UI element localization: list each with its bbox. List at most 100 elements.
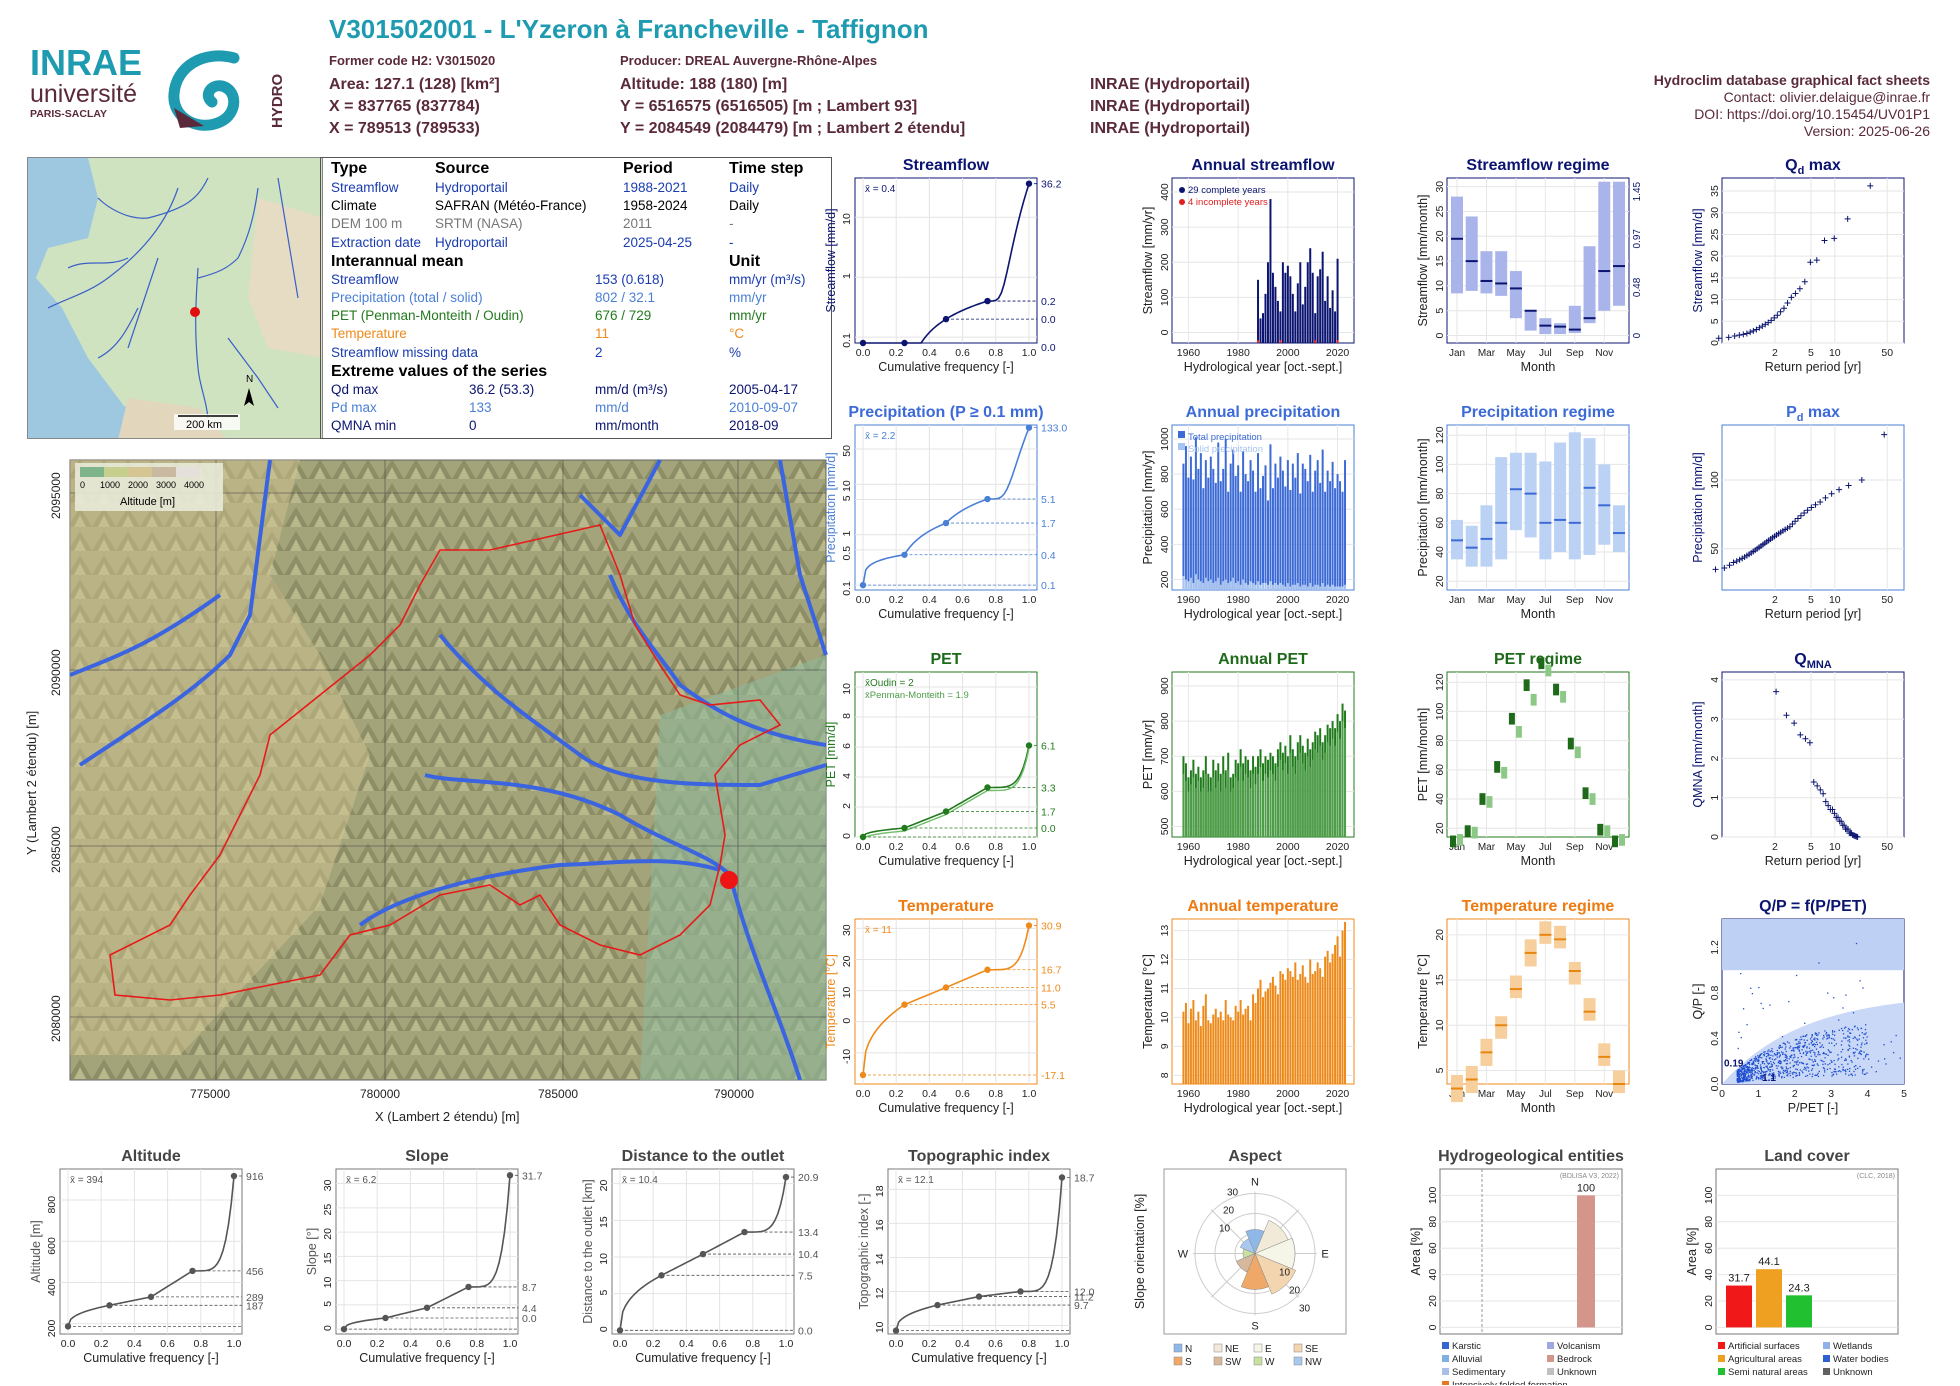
scatter-point xyxy=(1818,1032,1820,1034)
chart-panel-annual-temp: Annual temperature 1960 1980 2000 2020 8 9 10 11… xyxy=(1124,895,1396,1141)
plot-frame xyxy=(1721,671,1905,838)
regime-box xyxy=(1554,925,1567,949)
bar-secondary xyxy=(1224,787,1227,837)
cell: Streamflow missing data xyxy=(331,344,479,360)
bar xyxy=(1182,1011,1185,1084)
scatter-point xyxy=(1798,1042,1800,1045)
scatter-point xyxy=(1833,1068,1836,1070)
scatter-point xyxy=(1757,1067,1759,1069)
scatter-point xyxy=(1759,1064,1762,1066)
scatter-point xyxy=(1739,1079,1741,1082)
scatter-point xyxy=(1849,1067,1851,1070)
y-tick-label: 10 xyxy=(1159,1011,1171,1023)
scatter-point xyxy=(1805,1067,1807,1070)
scatter-point xyxy=(1832,1030,1834,1032)
scatter-point xyxy=(1854,1051,1856,1054)
y-axis-label: Slope [°] xyxy=(305,1228,319,1275)
bar-secondary xyxy=(1262,780,1264,837)
scatter-point xyxy=(1776,1049,1779,1052)
data-point xyxy=(1726,562,1733,569)
scatter-point xyxy=(1737,1080,1739,1082)
plot-frame xyxy=(1446,424,1630,591)
scatter-point xyxy=(1830,1051,1832,1053)
bar xyxy=(1264,465,1267,590)
y-tick-label: 1 xyxy=(841,531,853,537)
scatter-point xyxy=(1744,1063,1746,1066)
bar-solid xyxy=(1207,581,1210,590)
bar-secondary xyxy=(1311,759,1314,837)
cdf-curve xyxy=(862,745,1030,838)
scatter-point xyxy=(1746,1024,1748,1026)
rose-sector xyxy=(1254,1253,1296,1295)
scatter-point xyxy=(1738,1076,1740,1079)
y-tick-label: 30 xyxy=(841,924,853,936)
quantile-point xyxy=(340,1325,348,1333)
scatter-point xyxy=(1790,1049,1793,1052)
scatter-point xyxy=(1742,1067,1745,1070)
bar xyxy=(1344,460,1347,590)
contact[interactable]: Contact: olivier.delaigue@inrae.fr xyxy=(1723,89,1930,105)
bar-solid xyxy=(1301,584,1304,590)
scatter-point xyxy=(1840,1051,1842,1053)
scatter-point xyxy=(1782,1067,1784,1069)
bar-secondary xyxy=(1291,766,1294,837)
scatter-point xyxy=(1789,1072,1791,1074)
scatter-point xyxy=(1775,1054,1777,1056)
y-tick-label: 4 xyxy=(841,773,853,779)
scatter-point xyxy=(1847,1048,1849,1051)
quantile-point xyxy=(942,519,950,527)
bar xyxy=(1299,974,1302,1084)
box-pm xyxy=(1515,726,1522,738)
x-tick-label: Sep xyxy=(1566,595,1584,606)
x-axis-label: Cumulative frequency [-] xyxy=(878,854,1013,868)
scatter-point xyxy=(1791,1054,1793,1056)
regime-box xyxy=(1539,461,1552,560)
scatter-point xyxy=(1845,1059,1847,1061)
scatter-point xyxy=(1745,1080,1748,1082)
x-tick-label: 0.4 xyxy=(679,1338,694,1350)
scatter-point xyxy=(1797,1064,1799,1066)
bar xyxy=(1309,454,1312,590)
scatter-point xyxy=(1772,1072,1775,1074)
scatter-point xyxy=(1797,1048,1799,1050)
chart-panel-qp-pet: Q/P = f(P/PET) 0 1 2 3 4 5 0.0 0.4 0.8 1.2 0.19 1.1 P… xyxy=(1674,895,1946,1141)
doi[interactable]: DOI: https://doi.org/10.15454/UV01P1 xyxy=(1694,106,1930,122)
scatter-point xyxy=(1830,1059,1832,1062)
ring-label: 30 xyxy=(1227,1188,1239,1199)
plot-frame xyxy=(611,1168,795,1335)
x-axis-label: Month xyxy=(1521,607,1556,621)
legend-label: Volcanism xyxy=(1557,1341,1600,1352)
plot-frame xyxy=(1721,424,1905,591)
scatter-point xyxy=(1805,1054,1807,1056)
scatter-point xyxy=(1852,1047,1855,1049)
x-tick-label: 0.4 xyxy=(922,594,937,606)
scatter-point xyxy=(1790,1056,1792,1059)
y-tick-label: 15 xyxy=(1709,272,1721,284)
scatter-point xyxy=(1752,1079,1754,1082)
scatter-point xyxy=(1751,1077,1753,1079)
x-tick-label: 2 xyxy=(1792,1088,1798,1100)
scatter-point xyxy=(1803,1068,1805,1070)
scatter-point xyxy=(1736,1079,1739,1081)
bar xyxy=(1257,279,1260,343)
scatter-point xyxy=(1793,1047,1795,1049)
quantile-value-label: 916 xyxy=(246,1171,264,1183)
y-tick-label: -10 xyxy=(841,1049,853,1064)
data-point xyxy=(1844,215,1851,222)
legend-label: SW xyxy=(1225,1357,1242,1368)
scatter-point xyxy=(1737,1073,1739,1075)
ammonite-icon xyxy=(168,50,240,131)
rose-sector xyxy=(1239,1238,1256,1254)
scatter-point xyxy=(1786,1069,1788,1071)
scatter-point xyxy=(1738,1070,1740,1073)
scatter-point xyxy=(1817,1034,1819,1036)
scatter-point xyxy=(1789,1062,1791,1064)
scatter-point xyxy=(1742,1080,1745,1082)
scatter-point xyxy=(1797,1060,1799,1062)
cell: Temperature xyxy=(331,326,407,342)
y-tick-label: 600 xyxy=(1159,500,1171,518)
scatter-point xyxy=(1848,1074,1850,1076)
bar xyxy=(1329,307,1332,343)
bar xyxy=(1254,1002,1257,1084)
x-tick-label: 775000 xyxy=(190,1087,230,1101)
